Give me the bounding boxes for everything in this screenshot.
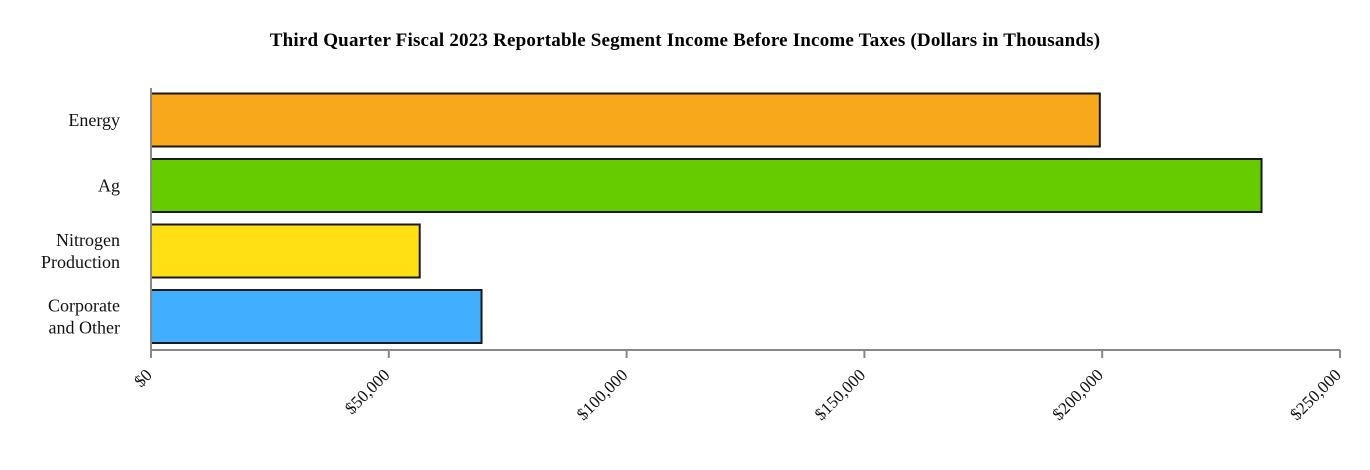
category-label-2: Nitrogen Production: [41, 230, 120, 272]
x-tick-label-3: $150,000: [811, 365, 870, 424]
bar-2: [150, 223, 421, 279]
category-label-1: Ag: [98, 176, 120, 196]
x-tick-label-2: $100,000: [573, 365, 632, 424]
bar-1: [150, 158, 1263, 213]
bar-3: [150, 289, 483, 344]
x-tick-label-0: $0: [130, 365, 155, 390]
x-tick-label-5: $250,000: [1286, 365, 1345, 424]
bar-0: [150, 92, 1101, 148]
x-tick-label-4: $200,000: [1049, 365, 1108, 424]
x-tick-label-1: $50,000: [341, 365, 394, 418]
chart-title: Third Quarter Fiscal 2023 Reportable Seg…: [269, 30, 1101, 51]
category-label-3: Corporate and Other: [48, 296, 120, 338]
category-label-0: Energy: [68, 110, 120, 130]
